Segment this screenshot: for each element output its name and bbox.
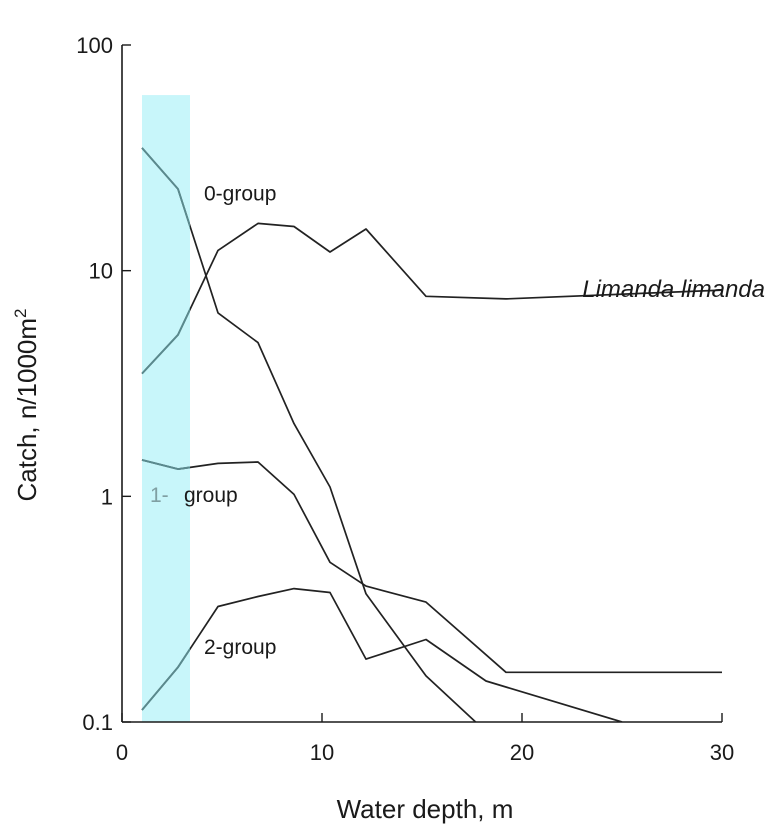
x-tick-label: 0 — [116, 740, 128, 765]
series-label: 1- — [150, 484, 169, 507]
series-line-3 — [141, 458, 722, 674]
shaded-region — [142, 95, 190, 723]
species-annotation: Limanda limanda — [582, 276, 765, 303]
series-path — [141, 587, 623, 722]
series-label: 2-group — [204, 636, 276, 659]
y-tick-label: 0.1 — [82, 710, 113, 735]
y-axis-title: Catch, n/1000m2 — [11, 308, 42, 501]
y-tick-label: 10 — [89, 259, 113, 284]
series-line-2 — [141, 147, 477, 722]
series-line-1 — [141, 222, 723, 375]
x-axis-title: Water depth, m — [337, 794, 514, 824]
series-path — [141, 459, 722, 674]
series-path — [141, 222, 723, 375]
x-tick-label: 20 — [510, 740, 534, 765]
y-axis-title-main: Catch, n/1000m — [12, 318, 42, 502]
x-tick-label: 30 — [710, 740, 734, 765]
y-axis-title-superscript: 2 — [11, 308, 30, 317]
series-label: group — [184, 484, 238, 507]
series-path — [141, 147, 477, 722]
series-line-4 — [141, 587, 623, 722]
series-label: 0-group — [204, 182, 276, 205]
y-tick-label: 1 — [101, 484, 113, 509]
x-tick-label: 10 — [310, 740, 334, 765]
y-tick-label: 100 — [76, 33, 113, 58]
